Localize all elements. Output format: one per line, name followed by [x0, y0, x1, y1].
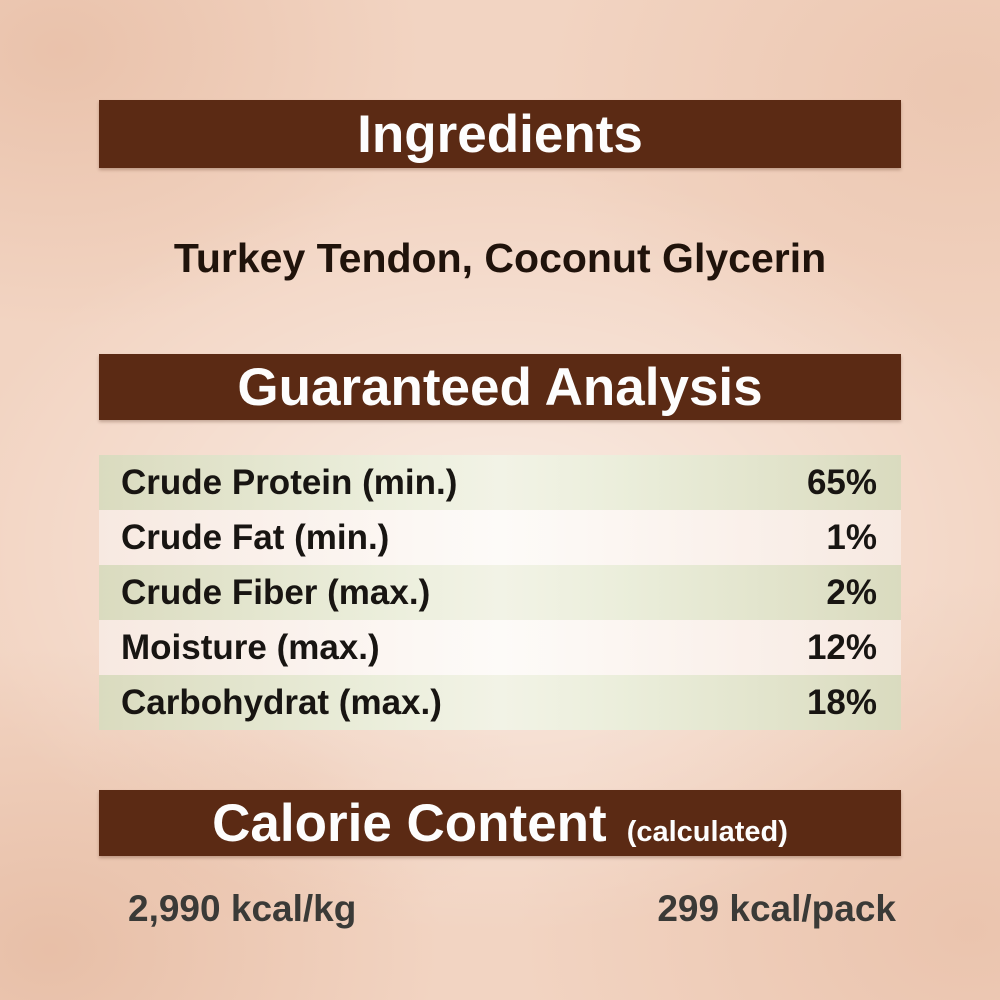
- row-label: Crude Protein (min.): [121, 462, 458, 502]
- calorie-content-title: Calorie Content: [212, 793, 607, 853]
- guaranteed-analysis-title: Guaranteed Analysis: [237, 357, 763, 417]
- row-label: Crude Fat (min.): [121, 517, 390, 557]
- ingredients-title: Ingredients: [357, 104, 643, 164]
- row-label: Moisture (max.): [121, 627, 380, 667]
- calorie-content-header-bar: Calorie Content (calculated): [99, 790, 901, 856]
- row-value: 18%: [806, 682, 877, 722]
- row-label: Crude Fiber (max.): [121, 572, 431, 612]
- calorie-content-qualifier: (calculated): [626, 815, 788, 848]
- row-value: 12%: [806, 627, 877, 667]
- row-value: 2%: [826, 572, 877, 612]
- row-value: 65%: [806, 462, 877, 502]
- row-value: 1%: [826, 517, 877, 557]
- guaranteed-analysis-header-bar: Guaranteed Analysis: [99, 354, 901, 420]
- ingredients-header-bar: Ingredients: [99, 100, 901, 168]
- row-label: Carbohydrat (max.): [121, 682, 442, 722]
- ingredients-list: Turkey Tendon, Coconut Glycerin: [173, 235, 827, 281]
- table-row: Crude Protein (min.) 65%: [99, 455, 901, 510]
- calorie-per-pack: 299 kcal/pack: [657, 888, 896, 929]
- table-row: Carbohydrat (max.) 18%: [99, 675, 901, 730]
- calorie-per-kg: 2,990 kcal/kg: [128, 888, 357, 929]
- table-row: Crude Fat (min.) 1%: [99, 510, 901, 565]
- table-row: Crude Fiber (max.) 2%: [99, 565, 901, 620]
- calorie-values-row: 2,990 kcal/kg 299 kcal/pack: [99, 888, 901, 930]
- guaranteed-analysis-table: Crude Protein (min.) 65% Crude Fat (min.…: [99, 455, 901, 730]
- table-row: Moisture (max.) 12%: [99, 620, 901, 675]
